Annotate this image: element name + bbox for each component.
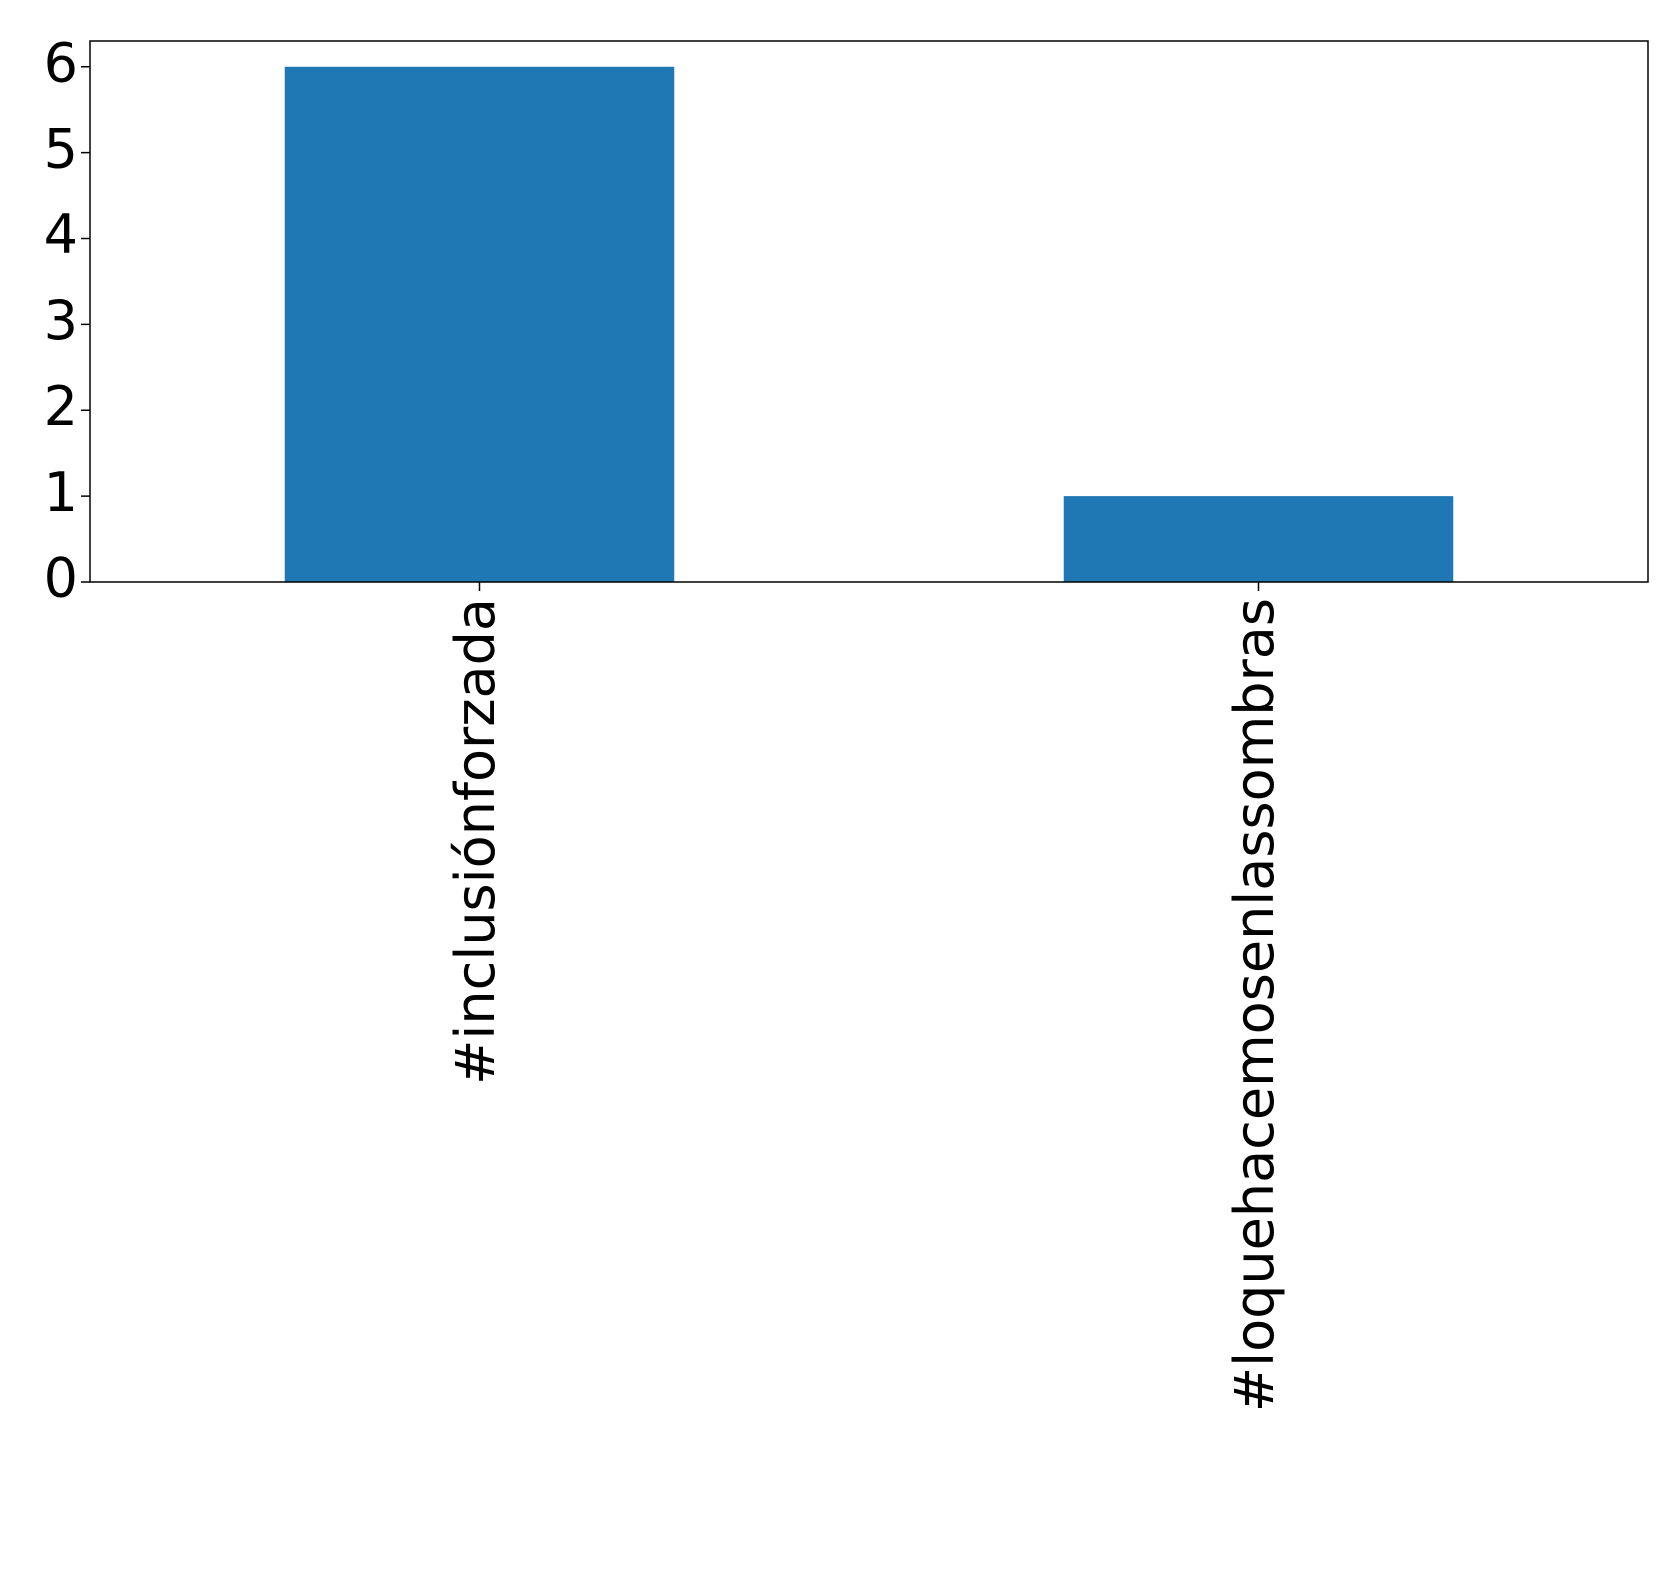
y-tick-label: 4 [44,203,78,266]
y-tick-label: 6 [44,31,78,94]
y-tick-label: 5 [44,117,78,180]
y-tick-label: 0 [44,547,78,610]
x-tick-label: #loquehacemosenlassombras [1223,598,1286,1412]
x-tick-label: #inclusiónforzada [444,598,507,1085]
bar [1063,496,1454,582]
y-tick-label: 1 [44,461,78,524]
y-tick-label: 2 [44,375,78,438]
y-tick-label: 3 [44,289,78,352]
plot-frame [89,40,1649,583]
bar [284,66,675,582]
